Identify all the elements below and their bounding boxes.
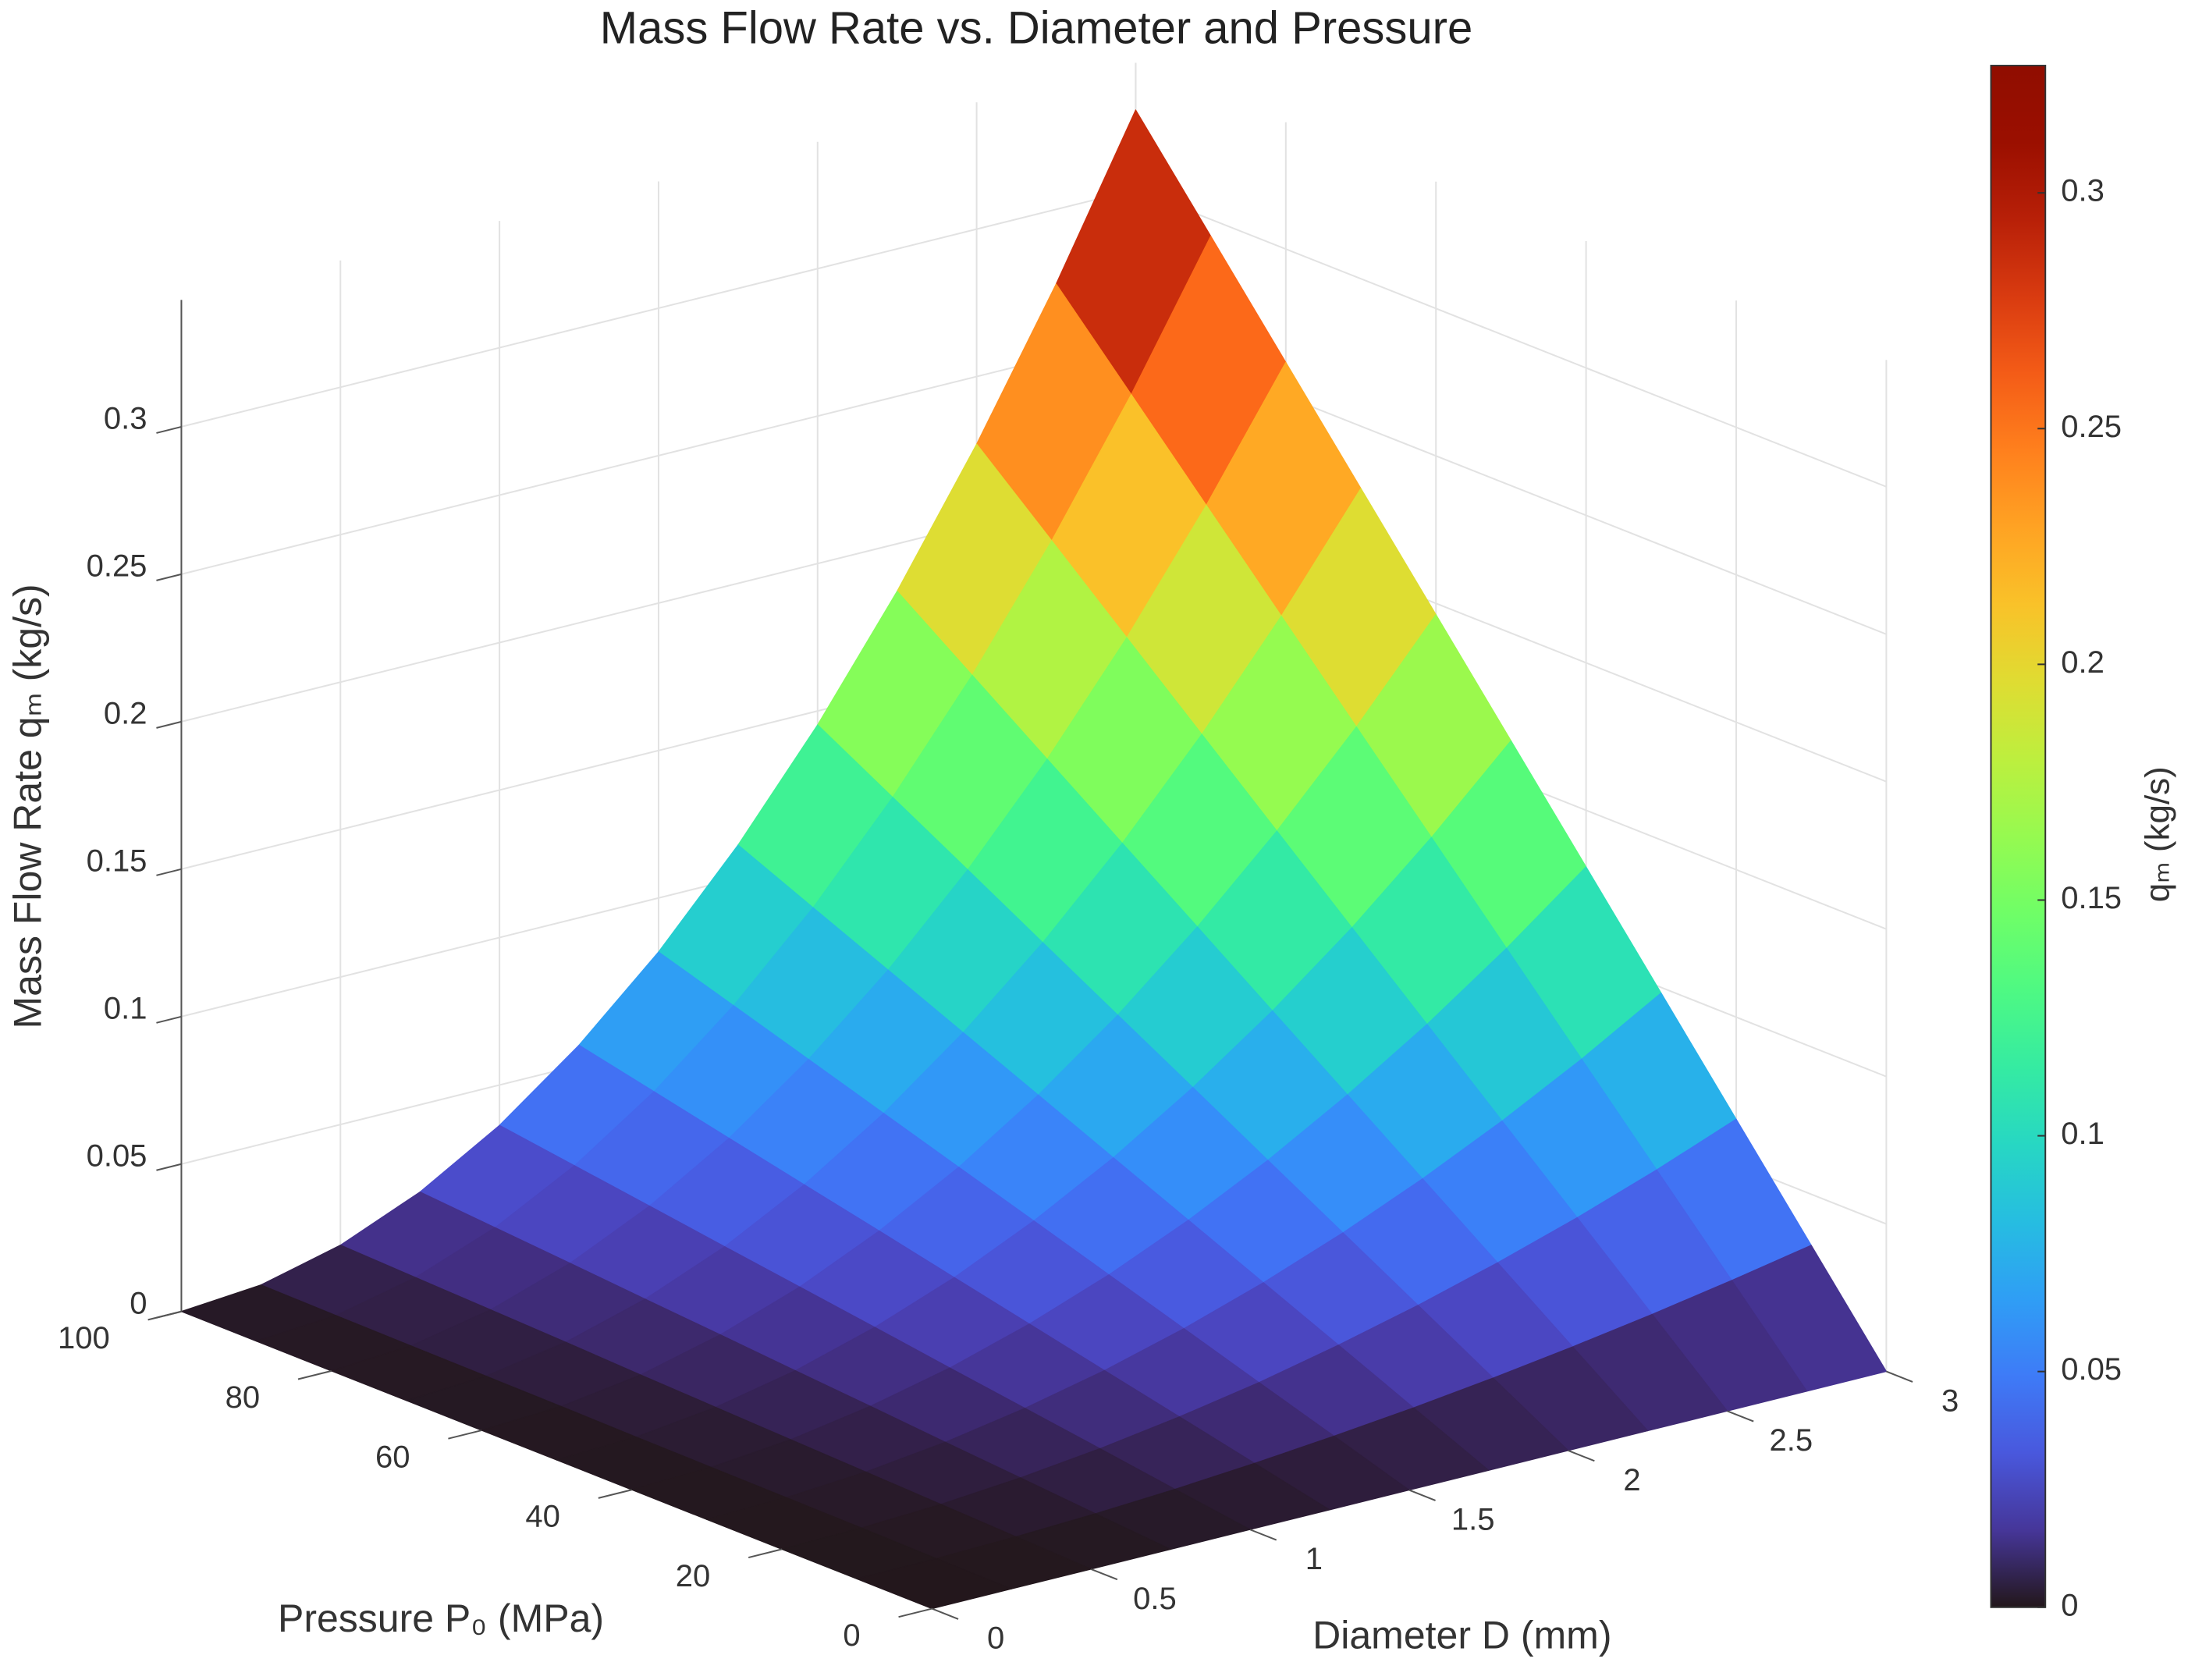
- x-tick: [1727, 1410, 1754, 1422]
- z-tick-label: 0.05: [87, 1138, 147, 1173]
- z-axis-label: Mass Flow Rate qₘ (kg/s): [6, 584, 50, 1028]
- z-tick: [156, 425, 182, 434]
- z-tick-label: 0: [130, 1286, 147, 1320]
- x-tick-label: 2.5: [1770, 1423, 1813, 1458]
- chart-title: Mass Flow Rate vs. Diameter and Pressure: [600, 2, 1472, 53]
- z-tick: [156, 1163, 182, 1171]
- x-tick: [1249, 1529, 1277, 1541]
- y-tick: [297, 1369, 332, 1380]
- y-axis-label: Pressure P₀ (MPa): [278, 1597, 604, 1640]
- colorbar-tick-label: 0.1: [2061, 1117, 2105, 1151]
- y-tick: [598, 1489, 632, 1499]
- y-tick: [748, 1548, 783, 1559]
- z-tick: [156, 868, 182, 876]
- y-tick: [898, 1607, 932, 1618]
- z-tick: [156, 573, 182, 581]
- colorbar-label: qₘ (kg/s): [2138, 766, 2176, 902]
- x-tick: [1090, 1568, 1118, 1581]
- z-tick: [156, 720, 182, 729]
- colorbar-tick-label: 0: [2061, 1588, 2078, 1622]
- surface-patch: [856, 1557, 1012, 1610]
- y-tick-label: 40: [525, 1500, 560, 1534]
- z-tick-label: 0.15: [87, 844, 147, 878]
- x-tick: [1568, 1449, 1595, 1462]
- axes: 0 0.05 0.1 0.15 0.2 0.25 0.3 Mass Flow Rate qₘ …: [6, 300, 1959, 1657]
- surface: [180, 109, 1887, 1610]
- x-tick: [932, 1607, 959, 1620]
- x-tick-label: 1: [1305, 1542, 1323, 1576]
- colorbar-tick-label: 0.15: [2061, 881, 2122, 915]
- x-tick-label: 2: [1623, 1463, 1640, 1497]
- z-tick-label: 0.2: [104, 696, 147, 730]
- x-tick-label: 0.5: [1133, 1582, 1177, 1616]
- x-axis-label: Diameter D (mm): [1312, 1613, 1611, 1657]
- z-tick-label: 0.1: [104, 991, 147, 1025]
- y-tick: [448, 1430, 482, 1440]
- colorbar: [1990, 65, 2047, 1608]
- y-tick-label: 100: [58, 1321, 110, 1355]
- colorbar-tick-label: 0.25: [2061, 410, 2122, 444]
- z-tick-label: 0.25: [87, 549, 147, 583]
- colorbar-tick-label: 0.2: [2061, 645, 2105, 680]
- y-tick-label: 20: [676, 1559, 711, 1593]
- colorbar-tick-label: 0.05: [2061, 1352, 2122, 1387]
- z-tick-label: 0.3: [104, 401, 147, 435]
- y-tick-label: 80: [226, 1380, 261, 1415]
- y-tick-label: 0: [843, 1618, 860, 1653]
- x-tick: [1886, 1370, 1913, 1383]
- x-tick-label: 0: [987, 1621, 1004, 1655]
- z-tick: [156, 1015, 182, 1024]
- x-tick-label: 1.5: [1451, 1503, 1495, 1537]
- y-tick-label: 60: [375, 1440, 410, 1474]
- colorbar-tick-label: 0.3: [2061, 174, 2105, 208]
- x-tick-label: 3: [1941, 1384, 1959, 1419]
- y-tick: [147, 1310, 182, 1321]
- x-tick: [1408, 1489, 1436, 1501]
